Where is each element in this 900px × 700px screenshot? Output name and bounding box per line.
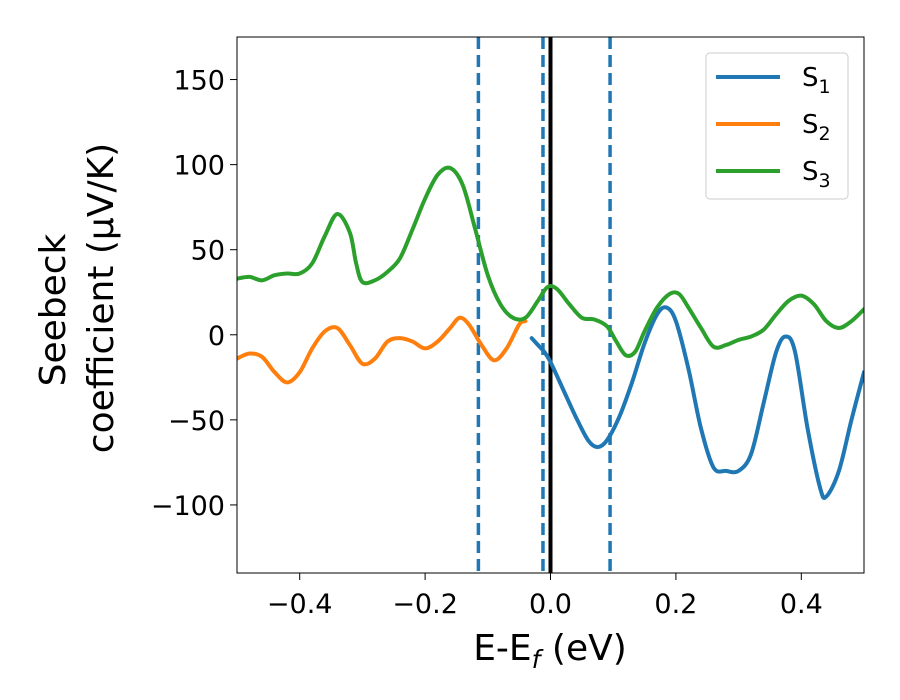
y-tick-label: 150 [173,66,225,97]
x-axis-ticks: −0.4 −0.2 0.0 0.2 0.4 [267,573,823,620]
x-axis-title-main: E-E [473,628,531,669]
legend-label-s3-sub: 3 [819,170,831,192]
y-tick-label: −100 [151,491,225,522]
x-tick-label: −0.4 [267,589,333,620]
series-lines [237,165,864,500]
plot-content [237,37,864,573]
series-line-s2 [237,315,528,385]
legend-label-s3: S3 [802,157,831,192]
y-axis-ticks: −100 −50 0 50 100 150 [151,66,237,522]
legend-label-s1-sub: 1 [819,76,831,98]
x-tick-label: 0.4 [780,589,823,620]
legend-label-s2: S2 [802,110,831,145]
y-axis-title-line2: coefficient (μV/K) [81,143,122,453]
x-axis-title-unit: (eV) [540,628,626,669]
vertical-lines [476,37,612,573]
x-tick-label: −0.2 [392,589,458,620]
y-tick-label: −50 [168,406,225,437]
y-axis-title-line1: Seebeck [33,233,74,386]
legend-label-s1-main: S [802,63,819,93]
y-tick-label: 50 [191,236,225,267]
legend: S1 S2 S3 [705,52,849,200]
legend-label-s3-main: S [802,157,819,187]
x-tick-label: 0.0 [529,589,572,620]
x-axis-title: E-Ef (eV) [473,628,627,674]
y-tick-label: 0 [208,321,225,352]
legend-label-s1: S1 [802,63,831,98]
x-tick-label: 0.2 [654,589,697,620]
legend-label-s2-main: S [802,110,819,140]
series-line-s1 [529,305,864,500]
y-tick-label: 100 [173,151,225,182]
series-line-s3 [237,165,864,358]
legend-label-s2-sub: 2 [819,123,831,145]
